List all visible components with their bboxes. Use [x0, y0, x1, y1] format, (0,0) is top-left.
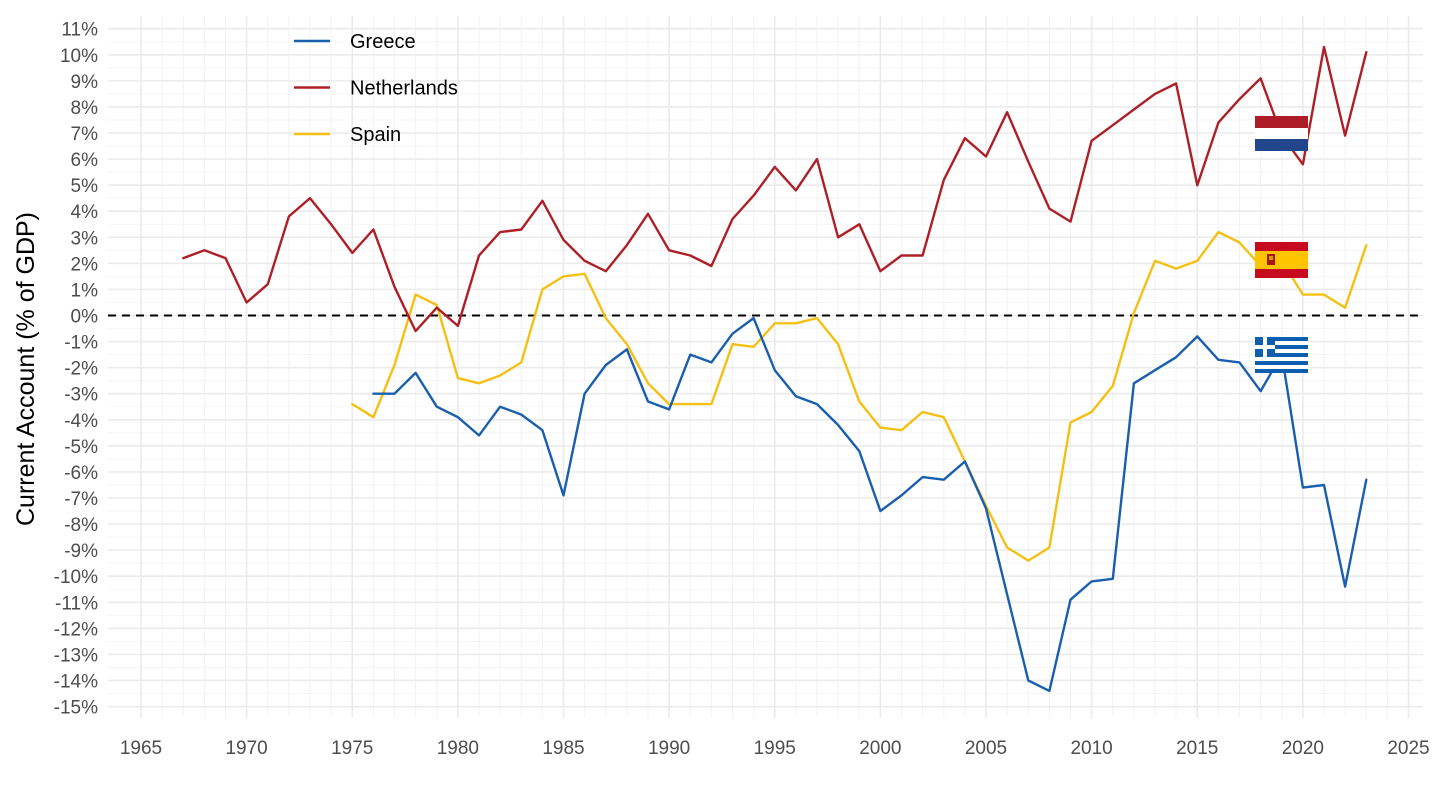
netherlands-flag-icon: [1255, 116, 1308, 151]
y-tick-label: -4%: [64, 411, 98, 432]
legend: Greece Netherlands Spain: [294, 31, 458, 146]
greece-flag-icon: [1255, 337, 1308, 373]
y-tick-label: 8%: [71, 98, 99, 119]
y-tick-label: -14%: [54, 671, 98, 692]
y-tick-label: -1%: [64, 333, 98, 354]
legend-label-greece: Greece: [350, 31, 416, 53]
x-tick-label: 2010: [1070, 738, 1112, 759]
y-tick-label: -15%: [54, 698, 98, 719]
y-tick-label: -7%: [64, 489, 98, 510]
x-tick-label: 1990: [648, 738, 690, 759]
series-line-netherlands: [182, 45, 1368, 333]
x-tick-label: 2000: [859, 738, 901, 759]
major-gridlines: [108, 16, 1423, 718]
x-tick-label: 1995: [754, 738, 796, 759]
y-tick-label: -13%: [54, 645, 98, 666]
y-tick-label: -9%: [64, 541, 98, 562]
x-tick-label: 2005: [965, 738, 1007, 759]
x-tick-label: 2015: [1176, 738, 1218, 759]
y-tick-label: 6%: [71, 150, 99, 171]
y-axis-title: Current Account (% of GDP): [12, 212, 40, 526]
country-flags: [1255, 116, 1308, 373]
x-tick-label: 1980: [437, 738, 479, 759]
y-tick-label: -5%: [64, 437, 98, 458]
x-axis-tick-labels: 1965 1970 1975 1980 1985 1990 1995 2000 2005 2010…: [120, 738, 1430, 759]
x-tick-label: 2020: [1282, 738, 1324, 759]
y-tick-label: -3%: [64, 385, 98, 406]
y-axis-tick-labels: 11% 10% 9% 8% 7% 6% 5% 4% 3% 2% 1% 0% -1% -2% -3% -4% -5…: [54, 20, 98, 719]
y-tick-label: -8%: [64, 515, 98, 536]
y-tick-label: 1%: [71, 280, 99, 301]
series-line-spain: [351, 230, 1368, 562]
y-tick-label: 11%: [61, 20, 98, 41]
y-tick-label: 9%: [71, 72, 99, 93]
y-tick-label: 4%: [71, 202, 99, 223]
series-lines: [182, 45, 1368, 693]
legend-label-netherlands: Netherlands: [350, 78, 458, 100]
y-tick-label: 3%: [71, 228, 99, 249]
y-tick-label: 7%: [71, 124, 99, 145]
x-tick-label: 1975: [331, 738, 373, 759]
x-tick-label: 1970: [225, 738, 267, 759]
y-tick-label: -10%: [54, 567, 98, 588]
series-line-greece: [372, 316, 1368, 693]
spain-flag-icon: [1255, 242, 1308, 278]
legend-label-spain: Spain: [350, 124, 401, 146]
y-tick-label: -12%: [54, 619, 98, 640]
x-tick-label: 2025: [1387, 738, 1429, 759]
y-tick-label: -11%: [55, 593, 98, 614]
y-tick-label: 2%: [71, 254, 99, 275]
y-tick-label: 0%: [71, 307, 99, 328]
x-tick-label: 1985: [542, 738, 584, 759]
x-tick-label: 1965: [120, 738, 162, 759]
y-tick-label: 10%: [60, 46, 98, 67]
y-tick-label: -6%: [64, 463, 98, 484]
y-tick-label: 5%: [71, 176, 99, 197]
y-tick-label: -2%: [64, 359, 98, 380]
